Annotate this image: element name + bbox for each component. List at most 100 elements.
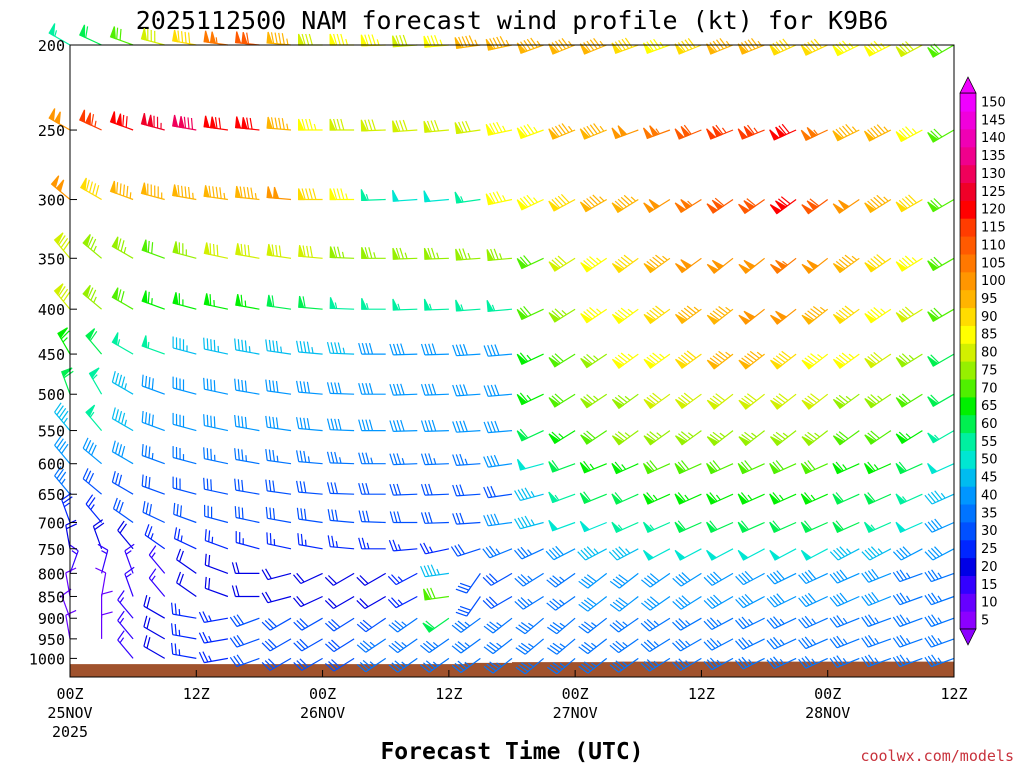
barb-full	[117, 238, 122, 250]
wind-barb	[769, 123, 797, 141]
barb-flag	[832, 203, 845, 214]
barb-full	[125, 116, 128, 128]
wind-barb	[641, 596, 671, 611]
wind-barb	[423, 587, 449, 601]
barb-full	[425, 620, 435, 629]
barb-full	[832, 595, 842, 606]
wind-barb	[832, 199, 860, 214]
legend-label: 70	[981, 381, 998, 396]
barb-full	[101, 611, 113, 616]
barb-full	[337, 342, 342, 354]
barb-full	[120, 240, 125, 252]
barb-half	[467, 252, 471, 260]
barb-full	[462, 344, 468, 356]
barb-staff	[82, 447, 102, 465]
wind-barb	[769, 520, 797, 533]
legend-swatch	[960, 486, 976, 505]
barb-full	[515, 647, 526, 655]
barb-full	[620, 256, 631, 265]
barb-flag	[769, 44, 780, 56]
barb-full	[583, 199, 593, 209]
wind-barb	[388, 638, 418, 654]
wind-barb	[864, 254, 892, 273]
barb-full	[395, 35, 401, 47]
wind-barb	[420, 453, 449, 466]
barb-full	[340, 188, 345, 200]
barb-full	[148, 504, 152, 516]
wind-barb	[737, 124, 765, 140]
barb-staff	[742, 617, 765, 630]
barb-flag	[140, 113, 148, 126]
wind-barb	[483, 617, 513, 634]
barb-full	[198, 652, 205, 663]
barb-staff	[235, 349, 260, 355]
barb-full	[517, 548, 526, 558]
barb-half	[596, 257, 602, 263]
barb-full	[296, 450, 300, 462]
barb-half	[596, 308, 602, 314]
barb-flag	[485, 193, 495, 206]
barb-full	[229, 637, 238, 648]
wind-barb	[388, 617, 418, 633]
barb-full	[151, 378, 154, 390]
wind-barb	[515, 657, 544, 675]
barb-full	[328, 661, 338, 670]
wind-barb	[706, 306, 734, 325]
legend-label: 140	[981, 131, 1006, 146]
barb-full	[206, 414, 209, 427]
barb-flag	[516, 430, 528, 442]
barb-flag	[516, 393, 528, 406]
wind-barb	[100, 590, 113, 619]
barb-full	[678, 638, 688, 648]
barb-full	[452, 484, 458, 497]
barb-staff	[267, 543, 292, 550]
x-tick-label: 12Z	[435, 685, 462, 703]
barb-full	[293, 574, 302, 584]
wind-barb	[326, 451, 355, 465]
barb-full	[424, 383, 430, 396]
y-tick-label: 700	[38, 514, 65, 532]
wind-barb	[111, 371, 134, 395]
legend-label: 85	[981, 328, 998, 343]
terrain-fill	[70, 661, 954, 677]
barb-flag	[801, 399, 814, 410]
barb-staff	[520, 521, 544, 530]
barb-full	[769, 596, 779, 606]
barb-full	[615, 576, 626, 585]
barb-staff	[837, 548, 860, 561]
barb-full	[326, 341, 331, 354]
wind-barb	[389, 511, 418, 524]
wind-barb	[892, 654, 923, 668]
barb-full	[867, 260, 877, 269]
barb-full	[836, 635, 845, 646]
barb-half	[621, 464, 627, 470]
barb-full	[430, 587, 436, 599]
barb-full	[296, 619, 306, 629]
barb-flag	[79, 177, 87, 191]
barb-flag	[209, 31, 217, 45]
barb-full	[391, 642, 401, 652]
wind-barb	[483, 513, 513, 527]
barb-full	[66, 523, 78, 530]
barb-flag	[329, 188, 337, 201]
barb-full	[95, 185, 100, 197]
barb-full	[268, 449, 272, 461]
wind-barb	[420, 483, 449, 496]
barb-staff	[364, 572, 386, 586]
wind-barb	[579, 520, 607, 533]
barb-full	[490, 248, 496, 261]
legend-label: 15	[981, 578, 998, 593]
barb-full	[306, 418, 310, 430]
wind-barb	[172, 241, 197, 259]
barb-full	[371, 34, 376, 46]
barb-full	[173, 502, 176, 515]
barb-staff	[868, 572, 892, 583]
barb-full	[457, 620, 468, 629]
barb-full	[646, 659, 657, 668]
barb-full	[551, 198, 561, 209]
x-tick-date: 27NOV	[553, 704, 598, 722]
x-tick-label: 00Z	[562, 685, 589, 703]
wind-barb	[927, 393, 955, 408]
barb-flag	[738, 399, 751, 410]
wind-barb	[360, 34, 386, 47]
